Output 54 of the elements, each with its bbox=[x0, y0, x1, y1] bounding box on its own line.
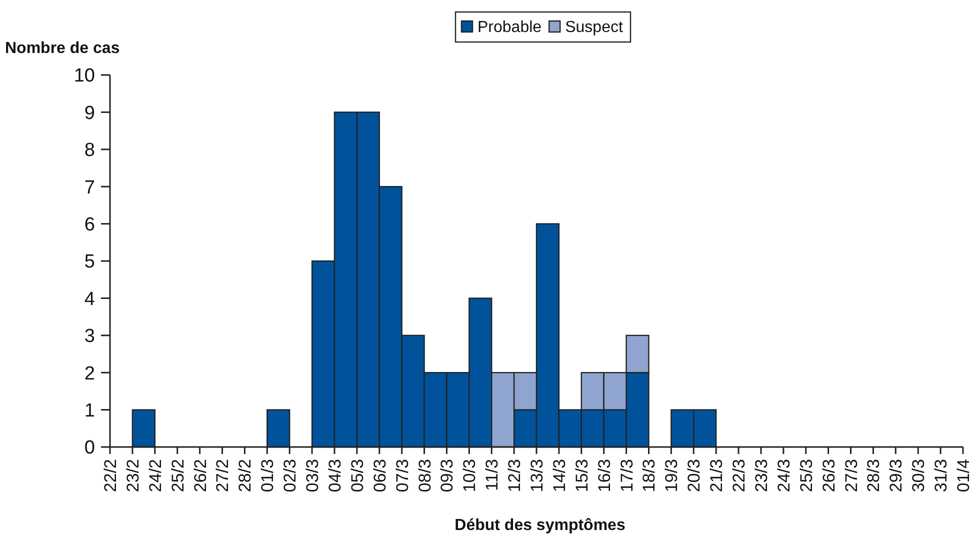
x-tick-label: 23/2 bbox=[123, 459, 142, 492]
x-tick-label: 17/3 bbox=[617, 459, 636, 492]
y-axis-title: Nombre de cas bbox=[5, 40, 120, 57]
x-tick-label: 02/3 bbox=[280, 459, 300, 492]
x-tick-label: 21/3 bbox=[707, 459, 726, 492]
x-tick-label: 22/3 bbox=[730, 459, 749, 492]
x-tick-label: 15/3 bbox=[572, 459, 592, 492]
x-tick-label: 24/3 bbox=[774, 459, 794, 492]
x-tick-label: 19/3 bbox=[662, 459, 682, 492]
x-tick-label: 14/3 bbox=[550, 459, 569, 492]
x-tick-label: 31/3 bbox=[932, 459, 951, 492]
x-tick-label: 18/3 bbox=[640, 459, 659, 492]
legend-label: Suspect bbox=[565, 19, 624, 36]
y-tick-label: 6 bbox=[84, 214, 95, 236]
x-tick-label: 16/3 bbox=[594, 459, 614, 492]
y-tick-label: 0 bbox=[84, 438, 95, 459]
x-tick-label: 08/3 bbox=[415, 459, 434, 492]
y-tick-label: 1 bbox=[84, 400, 95, 422]
y-tick-label: 7 bbox=[84, 177, 95, 198]
x-tick-label: 10/3 bbox=[460, 459, 480, 492]
x-tick-label: 03/3 bbox=[303, 459, 322, 492]
x-tick-label: 24/2 bbox=[146, 459, 165, 492]
x-tick-label: 01/3 bbox=[258, 459, 278, 492]
y-tick-label: 3 bbox=[84, 326, 95, 348]
x-tick-label: 30/3 bbox=[909, 459, 928, 492]
y-tick-label: 9 bbox=[84, 102, 95, 124]
x-tick-label: 20/3 bbox=[684, 459, 704, 492]
x-tick-label: 13/3 bbox=[528, 459, 546, 492]
x-tick-label: 09/3 bbox=[438, 459, 457, 492]
x-tick-label: 05/3 bbox=[348, 459, 367, 492]
x-tick-label: 25/3 bbox=[796, 459, 816, 492]
x-tick-label: 12/3 bbox=[505, 459, 524, 492]
x-tick-label: 22/2 bbox=[101, 459, 120, 492]
x-tick-label: 23/3 bbox=[752, 459, 771, 492]
y-tick-label: 4 bbox=[84, 288, 96, 310]
y-tick-label: 2 bbox=[84, 363, 95, 384]
x-tick-label: 26/3 bbox=[819, 459, 838, 492]
y-tick-label: 8 bbox=[84, 140, 95, 162]
x-tick-label: 27/2 bbox=[213, 459, 232, 492]
x-tick-label: 01/4 bbox=[954, 459, 973, 492]
x-tick-label: 28/3 bbox=[864, 459, 884, 492]
y-tick-label: 5 bbox=[84, 252, 95, 273]
x-tick-label: 26/2 bbox=[190, 459, 210, 492]
x-tick-label: 27/3 bbox=[842, 459, 861, 492]
x-tick-label: 29/3 bbox=[886, 459, 906, 492]
y-tick-label: 10 bbox=[74, 66, 95, 87]
x-tick-label: 28/2 bbox=[236, 459, 255, 492]
x-tick-label: 04/3 bbox=[325, 459, 344, 492]
legend-label: Probable bbox=[478, 19, 542, 36]
x-tick-label: 25/2 bbox=[168, 459, 188, 492]
x-axis-title: Début des symptômes bbox=[454, 517, 626, 534]
x-tick-label: 07/3 bbox=[392, 459, 412, 492]
x-tick-label: 11/3 bbox=[482, 459, 502, 491]
x-tick-label: 06/3 bbox=[370, 459, 390, 492]
